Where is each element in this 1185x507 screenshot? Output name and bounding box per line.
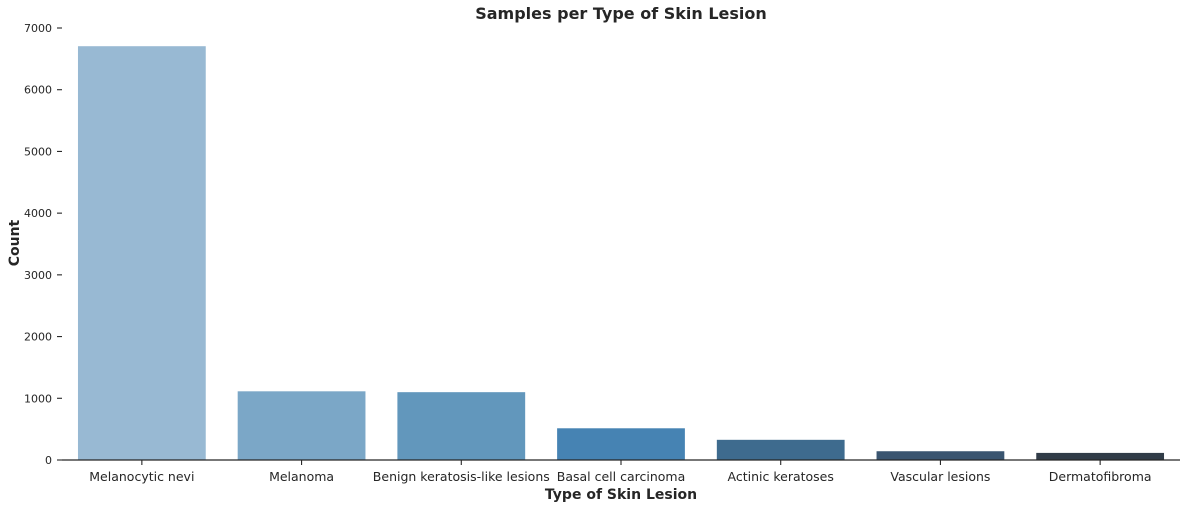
y-axis: 0 1000 2000 3000 4000 5000 6000 7000 [24,22,62,467]
bar [397,392,526,460]
y-tick-label: 4000 [24,207,52,220]
y-tick-label: 0 [45,454,52,467]
y-tick-label: 5000 [24,145,52,158]
bar [716,439,845,460]
y-axis-label: Count [7,219,23,266]
bar [876,451,1005,460]
x-tick-label: Vascular lesions [890,469,990,484]
y-tick-label: 6000 [24,84,52,97]
x-axis: Melanocytic nevi Melanoma Benign keratosis… [62,459,1180,484]
y-tick-label: 3000 [24,269,52,282]
bar [1036,452,1165,460]
bar [557,428,685,460]
x-tick-label: Basal cell carcinoma [557,469,686,484]
x-tick-label: Actinic keratoses [728,469,834,484]
y-tick-label: 2000 [24,331,52,344]
x-axis-label: Type of Skin Lesion [545,487,697,503]
bar [77,46,206,460]
chart-title: Samples per Type of Skin Lesion [475,4,767,23]
x-tick-label: Dermatofibroma [1049,469,1152,484]
y-tick-label: 7000 [24,22,52,35]
y-tick-label: 1000 [24,392,52,405]
bars [77,46,1165,460]
bar [237,391,366,460]
x-tick-label: Benign keratosis-like lesions [373,469,550,484]
x-tick-label: Melanocytic nevi [89,469,194,484]
x-tick-label: Melanoma [269,469,334,484]
